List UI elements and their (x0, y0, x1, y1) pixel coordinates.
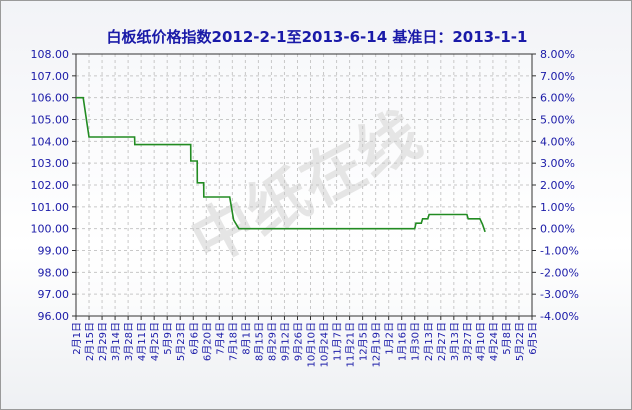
y2-tick-label: 1.00% (540, 201, 575, 214)
x-tick-label: 12月19日 (371, 322, 383, 367)
y-tick-label: 102.00 (31, 179, 70, 192)
y-tick-label: 99.00 (38, 245, 70, 258)
y2-tick-label: 4.00% (540, 135, 575, 148)
y2-tick-label: -4.00% (540, 310, 579, 323)
x-tick-label: 5月9日 (162, 322, 174, 355)
y-tick-label: 108.00 (31, 48, 70, 61)
chart-title: 白板纸价格指数2012-2-1至2013-6-14 基准日：2013-1-1 (106, 28, 528, 46)
x-tick-label: 10月10日 (306, 322, 318, 367)
y-tick-label: 105.00 (31, 114, 70, 127)
y-tick-label: 100.00 (31, 223, 70, 236)
x-tick-label: 4月10日 (475, 322, 487, 361)
x-tick-label: 2月27日 (436, 322, 448, 361)
x-tick-label: 1月30日 (410, 322, 422, 361)
x-tick-label: 3月13日 (449, 322, 461, 361)
y-tick-label: 97.00 (38, 288, 70, 301)
x-tick-label: 3月27日 (462, 322, 474, 361)
x-tick-label: 11月21日 (345, 322, 357, 367)
x-tick-label: 2月15日 (84, 322, 96, 361)
x-tick-label: 5月22日 (514, 322, 526, 361)
x-tick-label: 6月20日 (201, 322, 213, 361)
x-tick-label: 6月5日 (527, 322, 539, 355)
x-tick-label: 4月11日 (136, 322, 148, 361)
y2-tick-label: -3.00% (540, 288, 579, 301)
x-tick-label: 8月1日 (240, 322, 252, 355)
y2-tick-label: 5.00% (540, 114, 575, 127)
y2-tick-label: 7.00% (540, 70, 575, 83)
x-tick-label: 7月18日 (227, 322, 239, 361)
y2-tick-label: 2.00% (540, 179, 575, 192)
x-tick-label: 1月16日 (397, 322, 409, 361)
x-tick-label: 2月13日 (423, 322, 435, 361)
x-tick-label: 8月15日 (253, 322, 265, 361)
series-line-0 (76, 96, 486, 233)
x-tick-label: 9月12日 (279, 322, 291, 361)
y2-tick-label: -2.00% (540, 266, 579, 279)
y2-tick-label: 8.00% (540, 48, 575, 61)
x-tick-label: 11月7日 (332, 322, 344, 361)
y2-tick-label: 3.00% (540, 157, 575, 170)
x-tick-label: 4月24日 (488, 322, 500, 361)
x-tick-label: 7月4日 (214, 322, 226, 355)
x-tick-label: 8月29日 (266, 322, 278, 361)
y2-tick-label: 6.00% (540, 92, 575, 105)
x-tick-label: 4月25日 (149, 322, 161, 361)
x-tick-label: 2月29日 (97, 322, 109, 361)
x-tick-label: 9月26日 (292, 322, 304, 361)
plot-border (75, 53, 533, 317)
x-tick-label: 3月14日 (110, 322, 122, 361)
y-tick-label: 104.00 (31, 135, 70, 148)
y-tick-label: 107.00 (31, 70, 70, 83)
x-tick-label: 6月6日 (188, 322, 200, 355)
y-tick-label: 106.00 (31, 92, 70, 105)
y2-tick-label: -1.00% (540, 245, 579, 258)
y-tick-label: 103.00 (31, 157, 70, 170)
y-tick-label: 98.00 (38, 266, 70, 279)
x-tick-label: 5月23日 (175, 322, 187, 361)
x-tick-label: 12月5日 (358, 322, 370, 361)
x-tick-label: 1月2日 (384, 322, 396, 355)
x-tick-label: 3月28日 (123, 322, 135, 361)
x-tick-label: 10月24日 (319, 322, 331, 367)
x-tick-label: 5月8日 (501, 322, 513, 355)
y2-tick-label: 0.00% (540, 223, 575, 236)
y-tick-label: 96.00 (38, 310, 70, 323)
y-tick-label: 101.00 (31, 201, 70, 214)
x-tick-label: 2月1日 (71, 322, 83, 355)
